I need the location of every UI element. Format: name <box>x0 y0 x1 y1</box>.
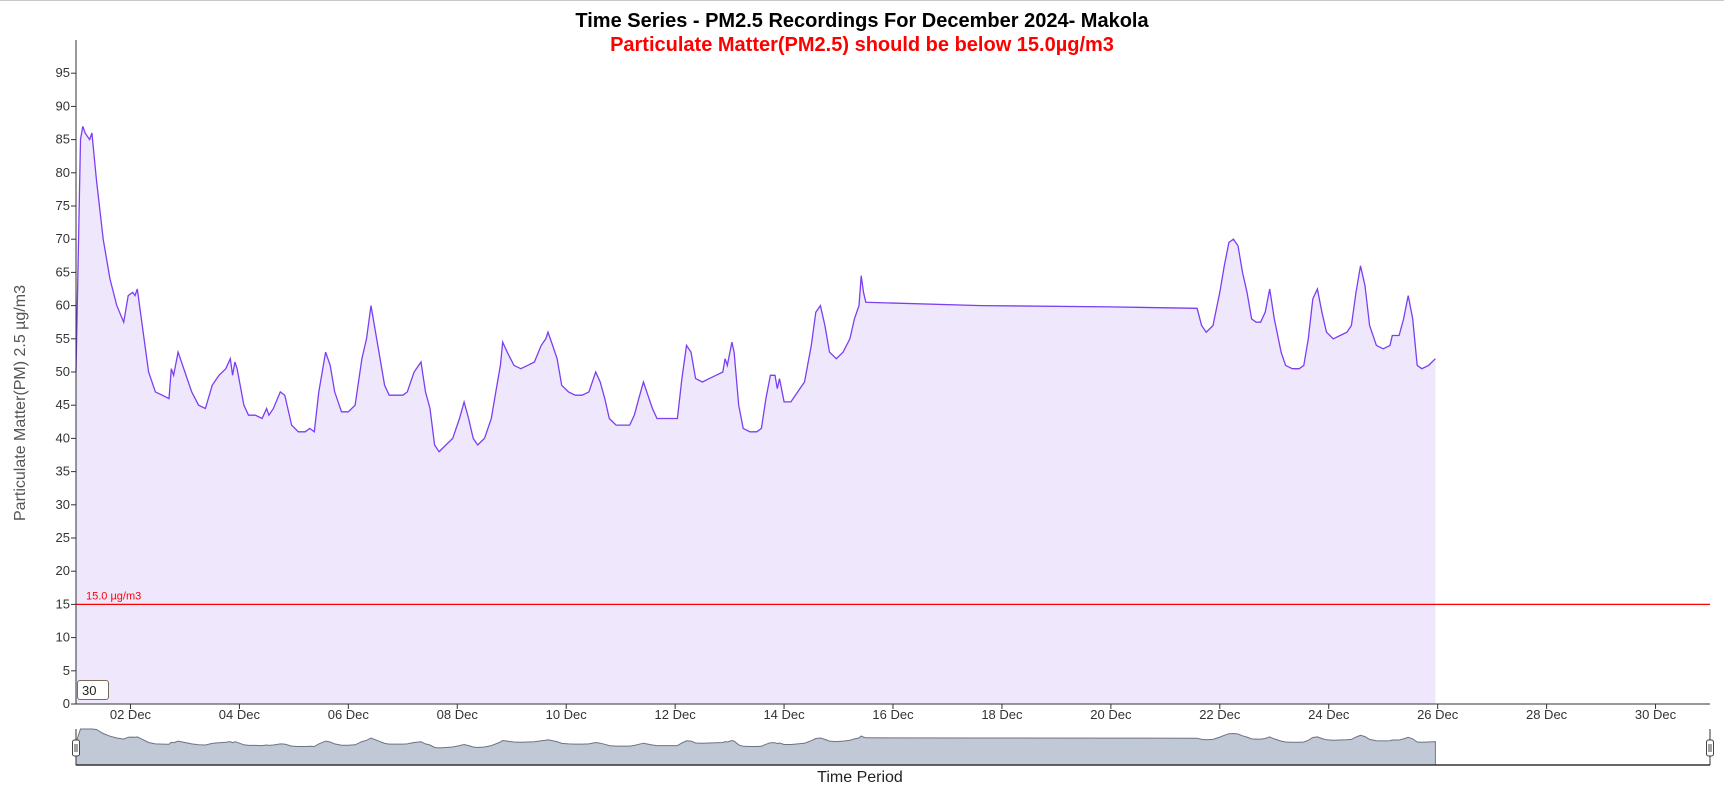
y-axis: 0 5 10 15 20 25 30 35 40 45 50 55 60 65 70 75 80 85 90 95 <box>56 40 77 711</box>
y-axis-title: Particulate Matter(PM) 2.5 µg/m3 <box>12 285 29 521</box>
pm25-area-fill <box>76 126 1436 705</box>
reference-line-label: 15.0 µg/m3 <box>86 590 141 602</box>
x-tick-label: 30 Dec <box>1635 707 1677 722</box>
x-tick-label: 16 Dec <box>872 707 914 722</box>
y-tick-label: 0 <box>63 696 70 711</box>
y-tick-label: 10 <box>56 630 70 645</box>
x-tick-label: 26 Dec <box>1417 707 1459 722</box>
x-tick-label: 14 Dec <box>763 707 805 722</box>
y-tick-label: 50 <box>56 364 70 379</box>
y-tick-label: 25 <box>56 530 70 545</box>
y-tick-label: 75 <box>56 198 70 213</box>
x-tick-label: 24 Dec <box>1308 707 1350 722</box>
y-tick-label: 80 <box>56 165 70 180</box>
y-tick-label: 40 <box>56 430 70 445</box>
x-tick-label: 22 Dec <box>1199 707 1241 722</box>
x-tick-label: 06 Dec <box>328 707 370 722</box>
y-tick-label: 60 <box>56 298 70 313</box>
navigator[interactable] <box>72 728 1714 766</box>
y-tick-label: 85 <box>56 132 70 147</box>
top-rule <box>0 0 1724 1</box>
window-size-input[interactable]: 30 <box>77 680 109 700</box>
y-tick-label: 15 <box>56 596 70 611</box>
pm25-series-line <box>75 126 1436 453</box>
x-tick-label: 02 Dec <box>110 707 152 722</box>
y-tick-label: 5 <box>63 663 70 678</box>
y-tick-label: 95 <box>56 65 70 80</box>
y-tick-label: 55 <box>56 331 70 346</box>
chart-title: Time Series - PM2.5 Recordings For Decem… <box>575 10 1149 32</box>
y-tick-label: 90 <box>56 98 70 113</box>
y-tick-label: 30 <box>56 497 70 512</box>
x-tick-label: 04 Dec <box>219 707 261 722</box>
y-tick-label: 65 <box>56 264 70 279</box>
x-axis: 02 Dec 04 Dec 06 Dec 08 Dec 10 Dec 12 Dec 14 D… <box>76 703 1710 722</box>
main-plot: 15.0 µg/m3 <box>75 126 1710 705</box>
y-tick-label: 35 <box>56 464 70 479</box>
navigator-area <box>75 728 1436 766</box>
x-axis-title: Time Period <box>817 769 903 786</box>
x-tick-label: 10 Dec <box>546 707 588 722</box>
y-tick-label: 20 <box>56 563 70 578</box>
y-tick-label: 70 <box>56 231 70 246</box>
x-tick-label: 18 Dec <box>981 707 1023 722</box>
x-tick-label: 20 Dec <box>1090 707 1132 722</box>
navigator-handle-left[interactable] <box>72 739 80 757</box>
navigator-handle-right[interactable] <box>1706 739 1714 757</box>
chart-subtitle: Particulate Matter(PM2.5) should be belo… <box>610 34 1114 56</box>
y-tick-label: 45 <box>56 397 70 412</box>
x-tick-label: 08 Dec <box>437 707 479 722</box>
x-tick-label: 12 Dec <box>655 707 697 722</box>
x-tick-label: 28 Dec <box>1526 707 1568 722</box>
